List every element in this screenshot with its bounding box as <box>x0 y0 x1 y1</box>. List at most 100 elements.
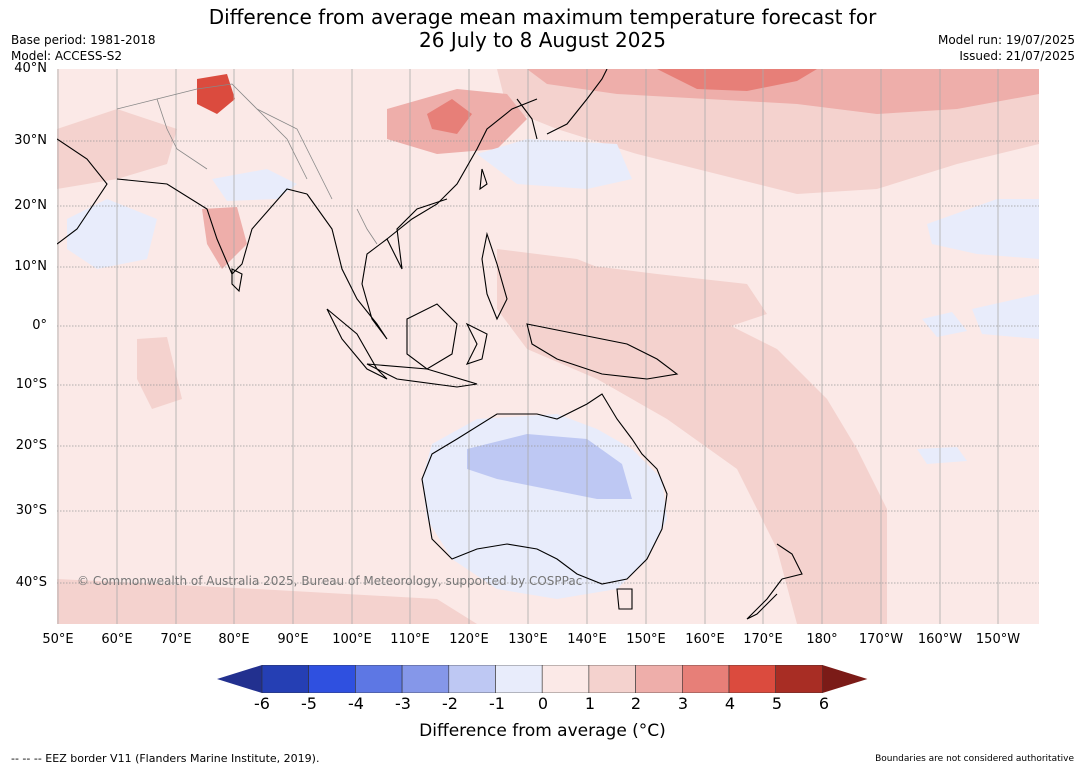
lat-label: 20°N <box>14 198 47 213</box>
colorbar-tick: -1 <box>489 694 505 713</box>
coast-china <box>386 98 538 240</box>
lon-label: 70°E <box>160 632 192 647</box>
anomaly-south-atlantic-warm <box>57 579 477 624</box>
colorbar-segment <box>261 665 310 693</box>
colorbar-segment <box>355 665 403 693</box>
lon-label: 110°E <box>390 632 430 647</box>
colorbar-tick: 0 <box>537 694 549 713</box>
anomaly-australia-cooler <box>467 434 632 499</box>
colorbar-arrow-low <box>217 665 262 693</box>
lon-label: 100°E <box>332 632 372 647</box>
lat-label: 30°S <box>15 503 47 518</box>
lat-label: 10°S <box>15 377 47 392</box>
boundaries-disclaimer: Boundaries are not considered authoritat… <box>875 754 1074 764</box>
colorbar-tick: -3 <box>395 694 411 713</box>
anomaly-east-pacific-cool <box>927 199 1039 259</box>
coast-sri-lanka <box>231 268 243 293</box>
lon-label: 130°E <box>508 632 548 647</box>
lat-label: 0° <box>32 318 47 333</box>
lon-label: 140°E <box>567 632 607 647</box>
run-info: Model run: 19/07/2025 Issued: 21/07/2025 <box>938 32 1075 64</box>
colorbar-arrow-high <box>822 665 868 693</box>
anomaly-north-pacific-hot <box>657 69 817 91</box>
colorbar <box>217 665 868 693</box>
eez-border-note: -- -- -- EEZ border V11 (Flanders Marine… <box>11 752 320 765</box>
colorbar-segment <box>635 665 683 693</box>
anomaly-central-pacific-warm <box>517 264 767 334</box>
lon-label: 160°E <box>685 632 725 647</box>
colorbar-tick: 3 <box>677 694 689 713</box>
colorbar-segment <box>308 665 356 693</box>
colorbar-tick: -5 <box>301 694 317 713</box>
coast-new-zealand-south <box>746 578 783 620</box>
anomaly-bay-of-bengal-cool <box>212 169 297 201</box>
anomaly-tibet-hot <box>197 74 235 114</box>
model-info: Base period: 1981-2018 Model: ACCESS-S2 <box>11 32 156 64</box>
coast-sumatra <box>326 308 388 380</box>
map-title-line2: 26 July to 8 August 2025 <box>419 28 666 52</box>
anomaly-west-pacific-warm <box>497 249 887 624</box>
anomaly-india-warm <box>202 207 247 269</box>
anomaly-indian-ocean-warm <box>137 337 182 409</box>
colorbar-tick: 1 <box>584 694 596 713</box>
coast-tasmania <box>616 588 633 610</box>
coast-taiwan <box>479 168 488 191</box>
colorbar-tick: 5 <box>771 694 783 713</box>
model-run: Model run: 19/07/2025 <box>937 33 1075 47</box>
colorbar-segment <box>728 665 777 693</box>
colorbar-segment <box>681 665 730 693</box>
lon-label: 150°E <box>626 632 666 647</box>
lon-label: 160°W <box>917 632 963 647</box>
coast-southeast-asia <box>306 193 448 340</box>
lon-label: 90°E <box>277 632 309 647</box>
lat-label: 20°S <box>15 438 47 453</box>
coast-korea <box>516 98 538 140</box>
coast-borneo <box>406 303 458 370</box>
country-borders <box>116 83 378 245</box>
lat-label: 30°N <box>14 133 47 148</box>
colorbar-tick: -6 <box>254 694 270 713</box>
lat-label: 40°N <box>14 61 47 76</box>
map-title-line1: Difference from average mean maximum tem… <box>208 5 877 29</box>
lon-label: 60°E <box>101 632 133 647</box>
colorbar-segment <box>588 665 636 693</box>
anomaly-east-asia-hot <box>427 99 472 134</box>
anomaly-north-pacific-warmer <box>527 69 1039 114</box>
anomaly-equatorial-pacific-cool <box>922 312 967 337</box>
colorbar-segment <box>448 665 496 693</box>
copyright-notice: © Commonwealth of Australia 2025, Bureau… <box>77 574 583 588</box>
colorbar-segment <box>775 665 823 693</box>
lon-label: 180° <box>806 632 838 647</box>
map-canvas <box>57 69 1039 624</box>
colorbar-tick: -4 <box>348 694 364 713</box>
lon-label: 170°W <box>858 632 904 647</box>
coast-arabia <box>57 138 108 245</box>
anomaly-pacific-islands-cool <box>917 447 967 464</box>
anomaly-philippine-sea-cool <box>477 139 632 189</box>
coast-java <box>366 363 478 388</box>
colorbar-tick: -2 <box>442 694 458 713</box>
colorbar-title: Difference from average (°C) <box>419 721 666 741</box>
lon-label: 150°W <box>975 632 1021 647</box>
base-period: Base period: 1981-2018 <box>11 33 156 47</box>
anomaly-far-east-pacific-cool <box>972 294 1039 339</box>
lon-label: 50°E <box>42 632 74 647</box>
colorbar-tick: 2 <box>630 694 642 713</box>
colorbar-segment <box>401 665 450 693</box>
colorbar-tick: 6 <box>818 694 830 713</box>
coast-new-guinea <box>526 323 679 380</box>
model-name: Model: ACCESS-S2 <box>11 49 123 63</box>
colorbar-segment <box>495 665 543 693</box>
coast-philippines <box>481 231 508 321</box>
coastlines <box>57 69 803 620</box>
forecast-map <box>57 69 1039 624</box>
coast-new-zealand-north <box>776 543 803 580</box>
coast-sulawesi <box>465 322 488 365</box>
coast-australia <box>421 393 668 585</box>
colorbar-segment <box>541 665 590 693</box>
lon-label: 120°E <box>449 632 489 647</box>
anomaly-arabian-sea-cool <box>67 199 157 269</box>
lat-label: 10°N <box>14 259 47 274</box>
meridians <box>57 69 999 624</box>
colorbar-tick: 4 <box>724 694 736 713</box>
